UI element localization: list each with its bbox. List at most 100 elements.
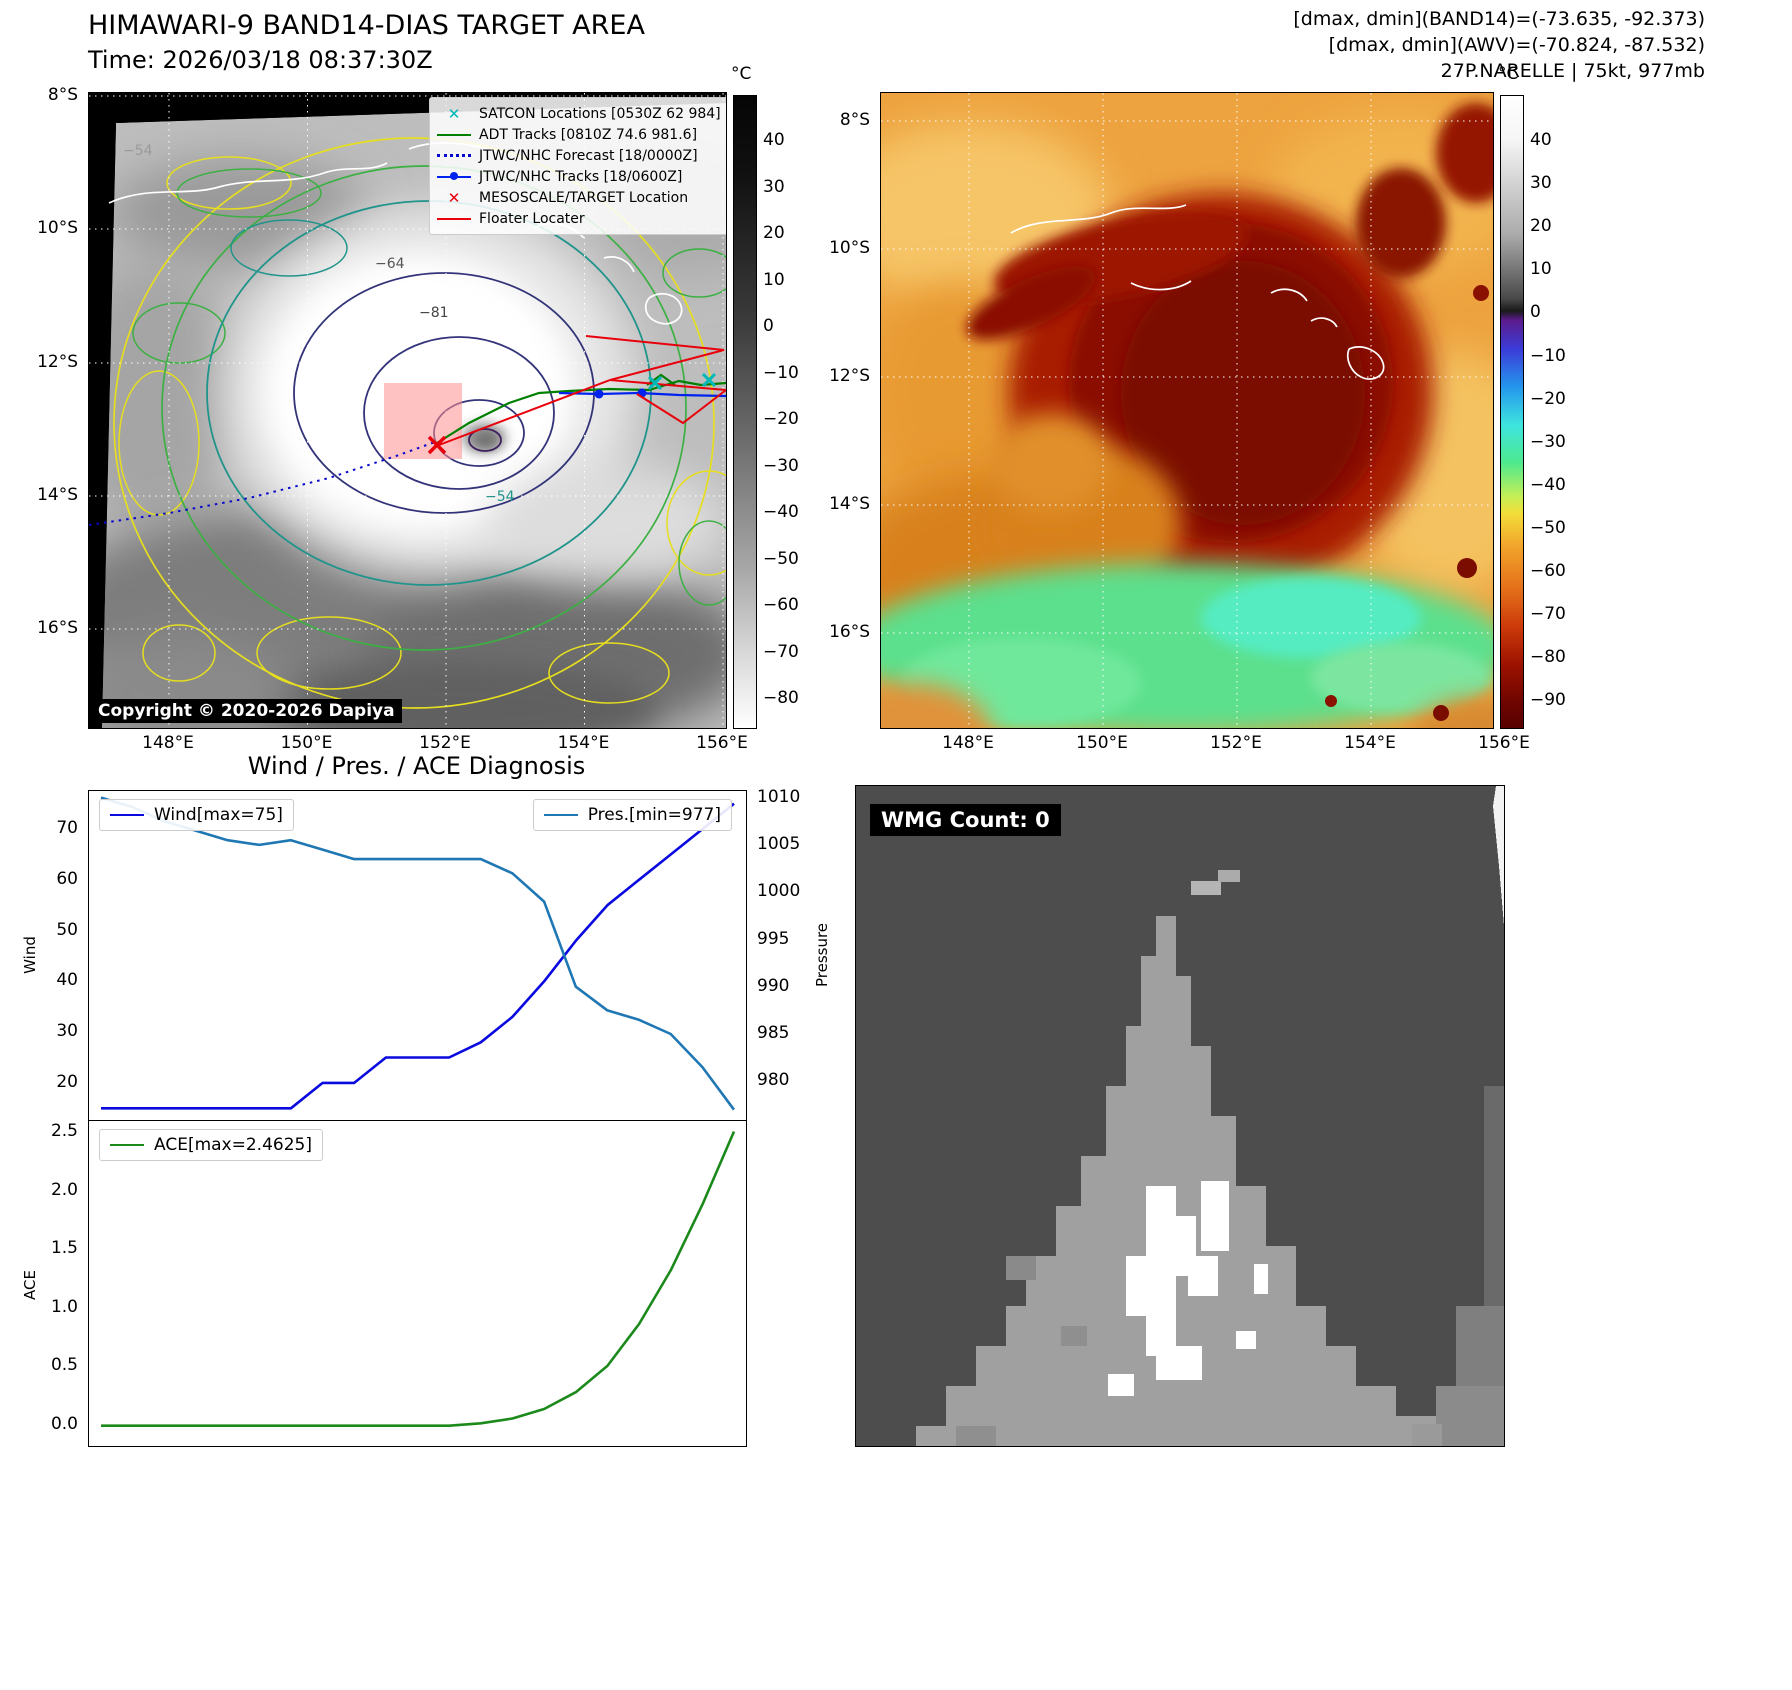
pressure-legend-label: Pres.[min=977]: [587, 805, 721, 825]
band14-map: ✕ SATCON Locations [0530Z 62 984] ADT Tr…: [88, 92, 727, 729]
tick-label: 20: [1530, 216, 1552, 237]
legend-label: JTWC/NHC Forecast [18/0000Z]: [479, 147, 698, 164]
tick-label: 30: [763, 176, 785, 197]
tick-label: 1010: [757, 787, 801, 807]
tick-label: 150°E: [280, 733, 333, 753]
legend-label: Floater Locater: [479, 210, 585, 227]
mesoscale-target-marker: [427, 435, 447, 455]
tick-label: −40: [1530, 474, 1566, 495]
tick-label: 995: [757, 928, 790, 949]
jtwc-forecast-line: [89, 441, 436, 526]
awv-map-art: [881, 93, 1493, 728]
tick-label: −10: [1530, 345, 1566, 366]
tick-label: 154°E: [1344, 733, 1396, 753]
tick-label: −10: [763, 362, 799, 383]
tick-label: 40: [763, 130, 785, 150]
tick-label: 0: [1530, 302, 1541, 323]
band14-lat-axis: 8°S 10°S 12°S 14°S 16°S: [0, 85, 84, 727]
wind-line-icon: [110, 814, 144, 816]
tick-label: 148°E: [142, 733, 194, 753]
floater-line-icon: [437, 217, 471, 220]
track-line-dot-icon: [437, 172, 471, 180]
legend-label: JTWC/NHC Tracks [18/0600Z]: [479, 168, 683, 185]
ace-axis-label: ACE: [21, 1270, 39, 1300]
tick-label: 148°E: [942, 733, 994, 753]
map-legend: ✕ SATCON Locations [0530Z 62 984] ADT Tr…: [429, 97, 726, 235]
wind-legend-label: Wind[max=75]: [154, 805, 283, 825]
tick-label: 8°S: [47, 85, 78, 105]
ace-legend: ACE[max=2.4625]: [99, 1129, 323, 1161]
tick-label: 30: [56, 1021, 78, 1042]
awv-lat-axis: 8°S 10°S 12°S 14°S 16°S: [792, 92, 876, 727]
tick-label: −60: [1530, 561, 1566, 581]
wmg-panel: WMG Count: 0: [855, 785, 1505, 1447]
band14-timestamp: Time: 2026/03/18 08:37:30Z: [88, 46, 433, 74]
ace-chart: ACE[max=2.4625]: [88, 1120, 747, 1447]
tick-label: 16°S: [37, 618, 78, 638]
storm-name-intensity: 27P.NARELLE | 75kt, 977mb: [1440, 60, 1705, 82]
satcon-x-marker-icon: ✕: [447, 104, 461, 123]
tick-label: 10: [1530, 259, 1552, 280]
data-series-line: [101, 802, 735, 1110]
diagnosis-title: Wind / Pres. / ACE Diagnosis: [247, 752, 586, 780]
legend-label: ADT Tracks [0810Z 74.6 981.6]: [479, 126, 698, 143]
wind-axis-ticks: 70 60 50 40 30 20: [40, 790, 84, 1120]
tick-label: 40: [1530, 130, 1552, 150]
ace-legend-label: ACE[max=2.4625]: [154, 1135, 312, 1155]
tick-label: 14°S: [829, 494, 870, 514]
tick-label: 990: [757, 975, 790, 996]
tick-label: −70: [763, 641, 799, 662]
tick-label: 70: [56, 818, 78, 838]
tick-label: −80: [763, 688, 799, 708]
dmax-dmin-awv: [dmax, dmin](AWV)=(-70.824, -87.532): [1328, 34, 1705, 56]
contour-label: −64: [375, 256, 405, 272]
tick-label: −40: [763, 502, 799, 522]
tick-label: 2.5: [50, 1121, 78, 1141]
tick-label: −70: [1530, 604, 1566, 625]
tick-label: 985: [757, 1023, 790, 1043]
target-x-marker-icon: ✕: [447, 188, 461, 207]
tick-label: 30: [1530, 173, 1552, 194]
tick-label: −20: [1530, 388, 1566, 409]
legend-row-target: ✕ MESOSCALE/TARGET Location: [437, 187, 726, 208]
tick-label: 154°E: [557, 733, 610, 753]
awv-lon-axis: 148°E 150°E 152°E 154°E 156°E: [880, 729, 1530, 755]
tick-label: −50: [1530, 517, 1566, 538]
tick-label: 40: [56, 970, 78, 991]
wind-legend: Wind[max=75]: [99, 799, 294, 831]
wind-axis-label: Wind: [21, 936, 39, 974]
tick-label: 980: [757, 1070, 790, 1091]
legend-label: SATCON Locations [0530Z 62 984]: [479, 105, 721, 122]
tick-label: 20: [56, 1072, 78, 1092]
tick-label: 12°S: [829, 366, 870, 386]
tick-label: 1.5: [50, 1238, 78, 1259]
data-series-line: [101, 1130, 736, 1428]
legend-label: MESOSCALE/TARGET Location: [479, 189, 689, 206]
tick-label: 150°E: [1076, 733, 1128, 753]
tick-label: 50: [56, 919, 78, 940]
legend-row-satcon: ✕ SATCON Locations [0530Z 62 984]: [437, 103, 726, 124]
tick-label: 0.0: [50, 1414, 78, 1434]
tick-label: −50: [763, 548, 799, 569]
tick-label: 16°S: [829, 622, 870, 642]
ace-plot-area: [101, 1130, 736, 1428]
tick-label: −30: [1530, 431, 1566, 452]
tick-label: 0.5: [50, 1355, 78, 1376]
awv-map: [880, 92, 1494, 729]
tick-label: 1000: [757, 881, 801, 902]
target-area-box: [384, 383, 462, 459]
tick-label: 156°E: [696, 733, 748, 753]
contour-label: −54: [123, 143, 153, 159]
tick-label: 156°E: [1478, 733, 1530, 753]
tick-label: 2.0: [50, 1179, 78, 1200]
tick-label: 10°S: [829, 238, 870, 258]
tick-label: 14°S: [37, 484, 78, 505]
legend-row-track: JTWC/NHC Tracks [18/0600Z]: [437, 166, 726, 187]
pressure-line-icon: [543, 814, 578, 816]
tick-label: −90: [1530, 690, 1566, 711]
floater-locater-line: [438, 335, 726, 446]
band14-lon-axis: 148°E 150°E 152°E 154°E 156°E: [88, 729, 748, 755]
satcon-markers: [647, 372, 717, 391]
tick-label: 1005: [757, 834, 801, 855]
